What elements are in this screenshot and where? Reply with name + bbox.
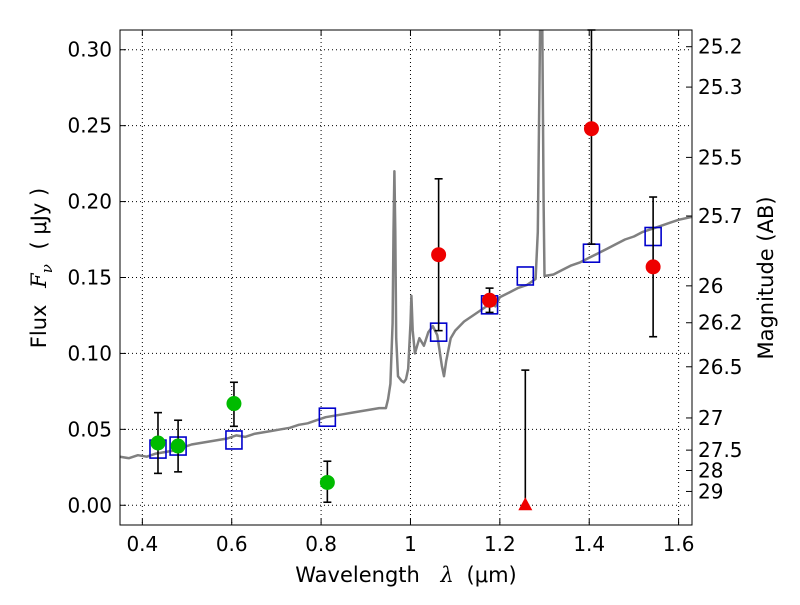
y-tick-label: 0.15: [67, 266, 112, 290]
photometry-point: [226, 396, 242, 412]
x-tick-label: 0.8: [305, 532, 337, 556]
photometry-point: [150, 435, 166, 451]
y-tick-label: 0.25: [67, 114, 112, 138]
y-axis-label: Flux Fν ( μJy ): [27, 188, 57, 348]
plot-area: [120, 29, 692, 511]
x-tick-label: 0.6: [216, 532, 248, 556]
y2-tick-label: 25.3: [698, 75, 743, 99]
plot-frame: [119, 29, 693, 526]
x-axis-label-symbol: λ: [440, 563, 454, 587]
x-tick-label: 1.6: [663, 532, 695, 556]
x-tick-label: 1.4: [573, 532, 605, 556]
photometry-point: [319, 474, 335, 490]
photometry-point: [431, 247, 447, 263]
model-photometry-square: [516, 266, 535, 286]
y2-tick-label: 26.5: [698, 355, 743, 379]
y-axis-label-subscript: ν: [38, 264, 56, 273]
y2-tick-label: 27.5: [698, 438, 743, 462]
x-tick-label: 1.2: [484, 532, 516, 556]
x-axis-label: Wavelength λ (μm): [295, 563, 516, 587]
upper-limit-triangle: [518, 497, 533, 511]
photometry-point: [482, 292, 498, 308]
x-tick-label: 1: [404, 532, 417, 556]
y-axis-label-symbol: F: [27, 272, 51, 289]
y2-tick-label: 26.2: [698, 311, 743, 335]
y-tick-label: 0.05: [67, 417, 112, 441]
y2-tick-label: 25.7: [698, 204, 743, 228]
photometry-point: [583, 121, 599, 137]
x-tick-label: 0.4: [126, 532, 158, 556]
model-photometry-square: [318, 407, 337, 427]
y-axis-label-unit: ( μJy ): [27, 188, 51, 250]
y2-tick-label: 28: [698, 458, 723, 482]
model-photometry-square: [225, 430, 243, 450]
y2-tick-label: 29: [698, 479, 723, 503]
photometry-point: [170, 438, 186, 454]
y-tick-label: 0.30: [67, 38, 112, 62]
y2-tick-label: 27: [698, 406, 723, 430]
y-tick-label: 0.20: [67, 190, 112, 214]
y2-tick-label: 26: [698, 274, 723, 298]
y-axis-label-text: Flux: [27, 305, 51, 349]
grid: [120, 30, 692, 525]
x-axis-label-text: Wavelength: [295, 563, 420, 587]
y-tick-label: 0.00: [67, 493, 112, 517]
sed-line: [120, 30, 692, 460]
x-axis-label-unit: (μm): [467, 563, 517, 587]
photometry-point: [645, 259, 661, 275]
y-tick-label: 0.10: [67, 341, 112, 365]
y2-tick-label: 25.2: [698, 35, 743, 59]
ticks: 0.4 0.6 0.8 1 1.2 1.4 1.6 0.00 0.05 0.10 0.15 0.20 0…: [67, 30, 743, 556]
y2-tick-label: 25.5: [698, 145, 743, 169]
secondary-y-axis-label: Magnitude (AB): [754, 196, 778, 359]
